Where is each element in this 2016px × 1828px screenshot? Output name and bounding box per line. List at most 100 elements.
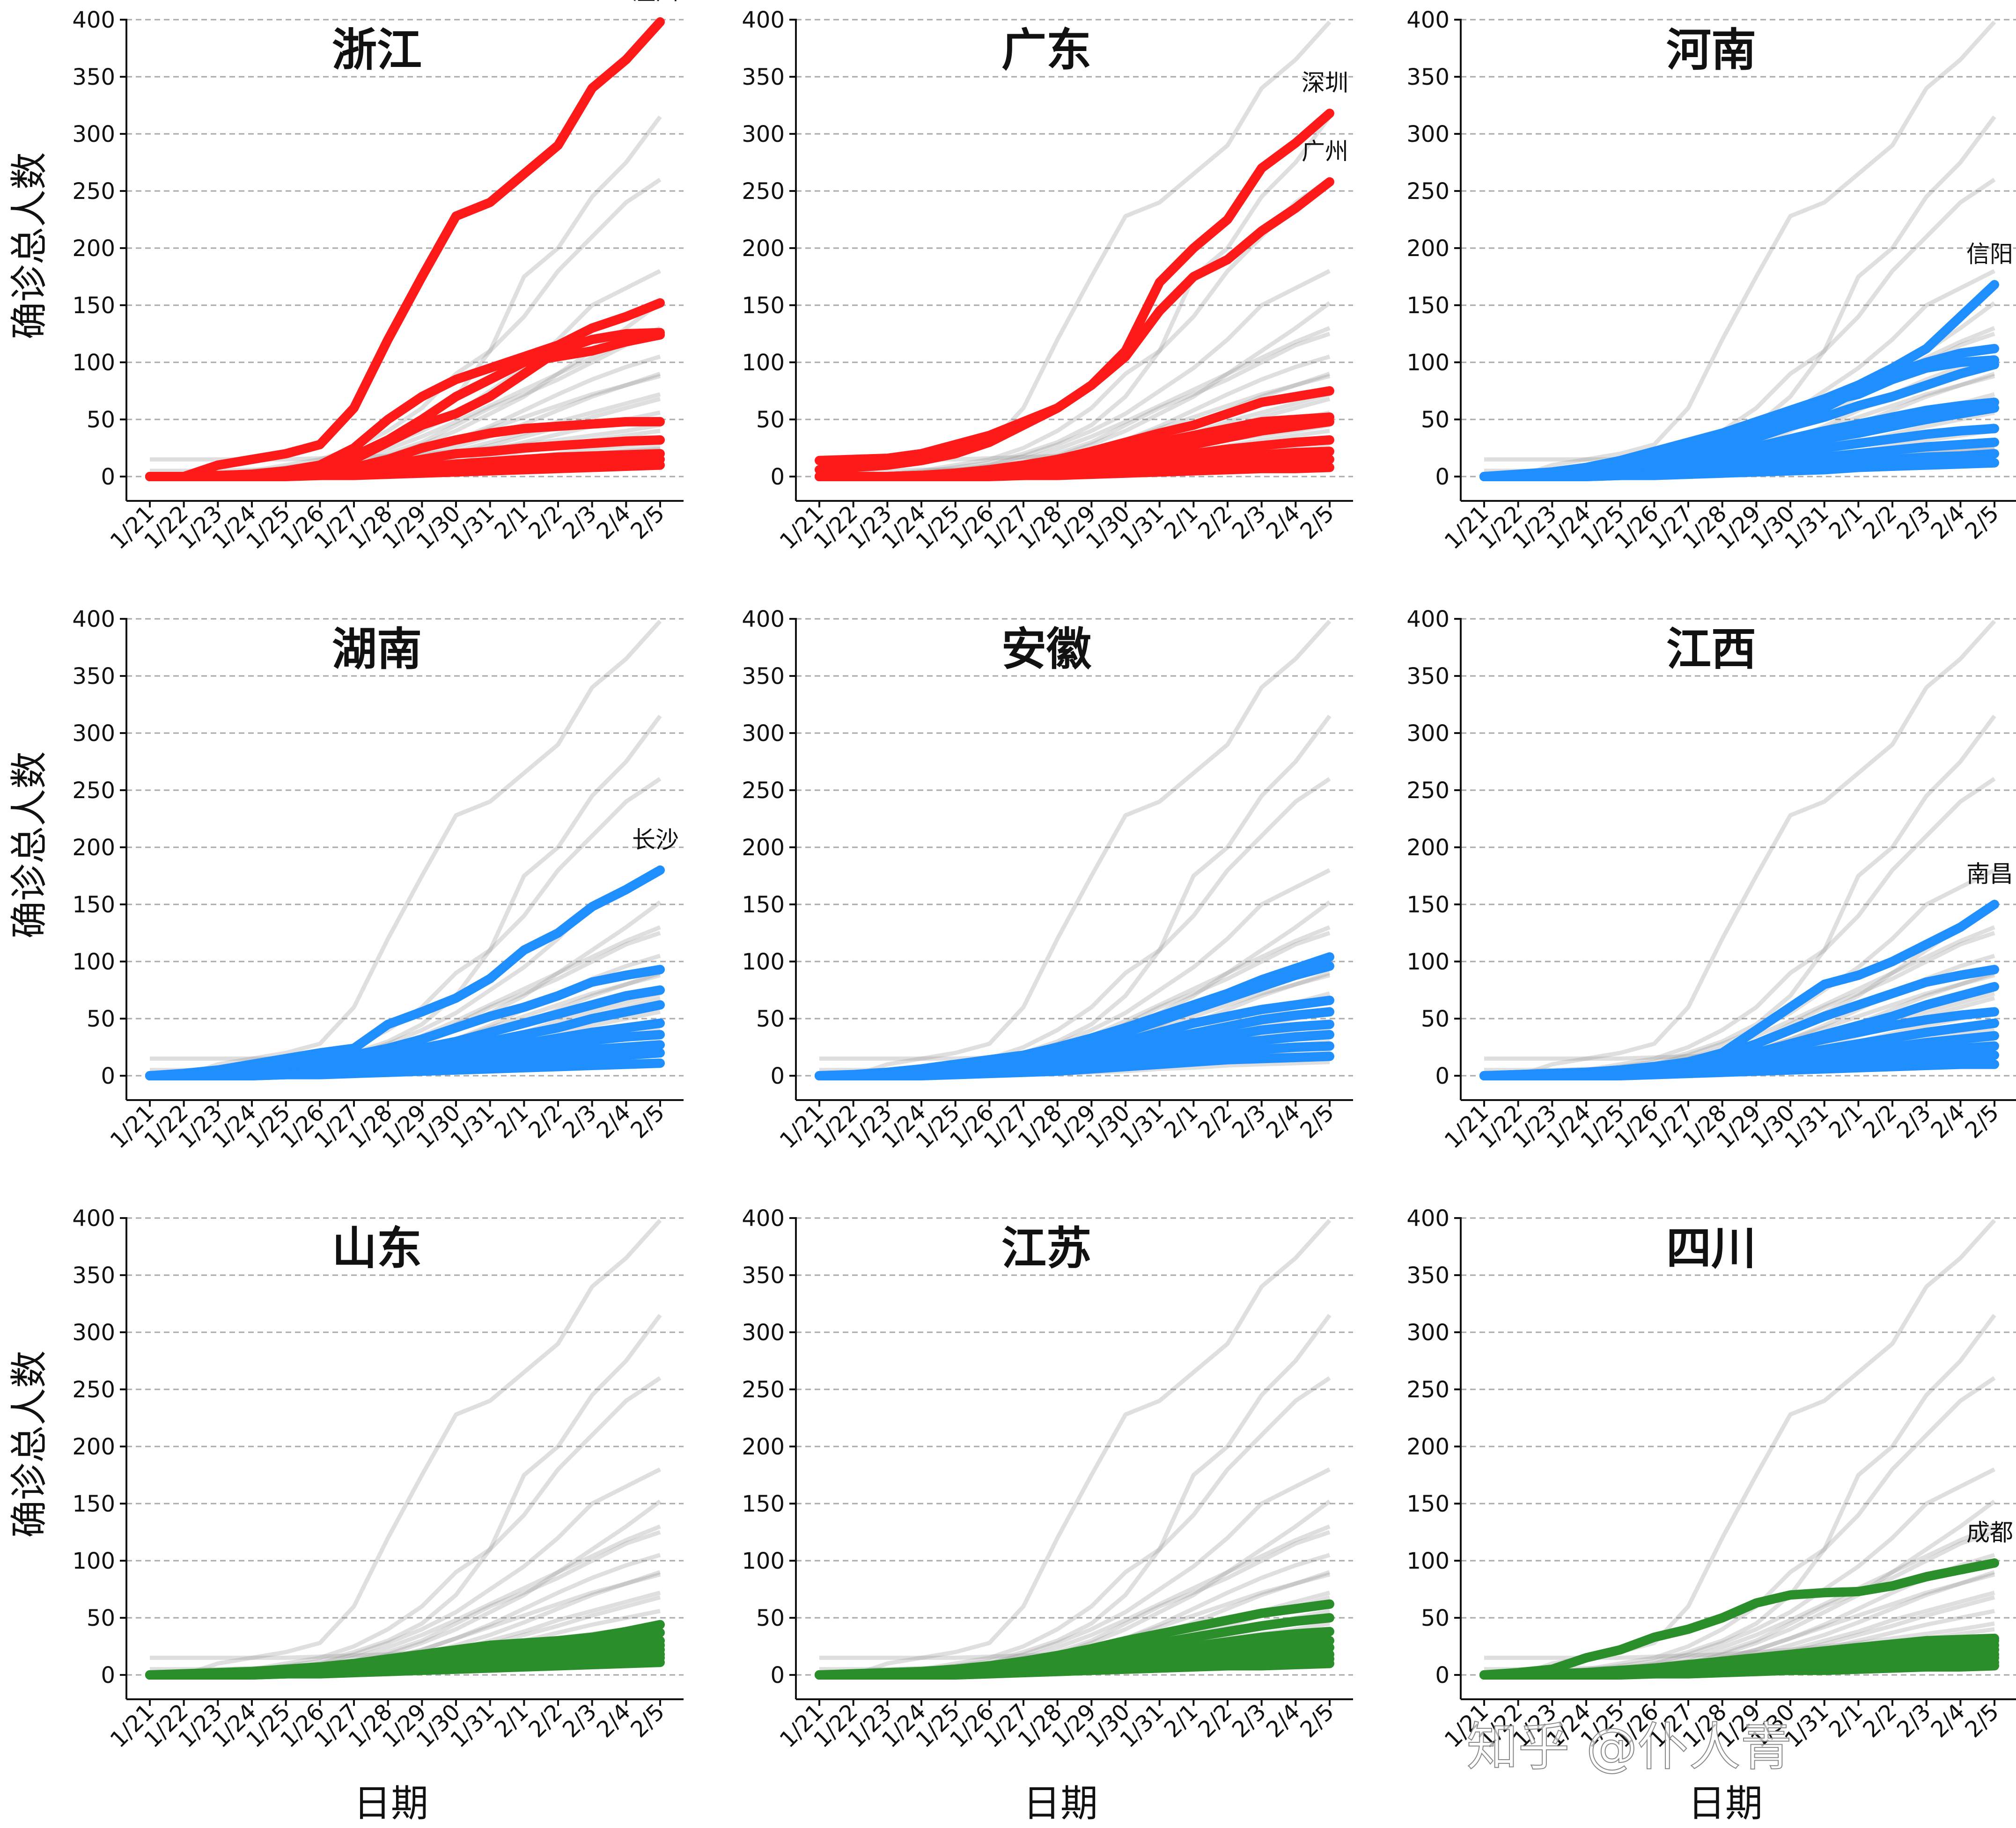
series-line — [145, 1658, 665, 1680]
y-tick-label: 150 — [742, 293, 785, 319]
y-tick-label: 250 — [1406, 178, 1449, 205]
y-tick-label: 200 — [72, 835, 115, 861]
y-tick-label: 0 — [770, 1063, 785, 1089]
background-line — [819, 1314, 1332, 1677]
y-tick-label: 350 — [72, 663, 115, 690]
background-line — [1484, 20, 1996, 479]
highlight-line — [1479, 900, 1999, 1080]
y-tick-label: 400 — [1406, 1205, 1449, 1232]
y-tick-label: 300 — [742, 1320, 785, 1346]
city-annotation: 长沙 — [632, 826, 679, 853]
y-tick-label: 0 — [770, 464, 785, 490]
panel-2: 深圳广州0501001502002503003504001/211/221/23… — [742, 7, 1353, 555]
panel-1: 温州0501001502002503003504001/211/221/231/… — [7, 0, 684, 555]
x-tick-label: 2/5 — [1960, 1100, 2004, 1144]
city-annotation: 成都 — [1966, 1519, 2013, 1546]
y-tick-label: 300 — [72, 720, 115, 747]
y-tick-label: 100 — [742, 1548, 785, 1574]
y-tick-label: 300 — [1406, 121, 1449, 147]
panel-3: 信阳0501001502002503003504001/211/221/231/… — [1406, 7, 2016, 555]
y-tick-label: 0 — [1435, 1063, 1449, 1089]
y-tick-label: 50 — [87, 1006, 115, 1032]
panel-title: 山东 — [332, 1222, 422, 1275]
city-annotation: 南昌 — [1966, 860, 2013, 888]
x-tick-label: 2/5 — [625, 1100, 670, 1144]
y-tick-label: 100 — [1406, 1548, 1449, 1574]
y-tick-label: 50 — [756, 1605, 785, 1631]
x-tick-label: 2/5 — [625, 500, 670, 544]
y-tick-label: 150 — [742, 1491, 785, 1517]
city-annotation: 广州 — [1302, 138, 1348, 165]
panel-9: 成都0501001502002503003504001/211/221/231/… — [1406, 1205, 2016, 1825]
series-line — [1479, 1661, 1999, 1680]
y-tick-label: 250 — [742, 178, 785, 205]
highlight-line — [815, 109, 1334, 465]
y-tick-label: 400 — [742, 7, 785, 33]
y-tick-label: 250 — [1406, 778, 1449, 804]
panel-title: 浙江 — [332, 24, 422, 76]
watermark-text: 知乎 @仆人青 — [1467, 1717, 1792, 1777]
y-tick-label: 200 — [742, 235, 785, 262]
y-tick-label: 150 — [742, 892, 785, 918]
panel-title: 江西 — [1666, 623, 1756, 675]
y-tick-label: 300 — [1406, 720, 1449, 747]
y-tick-label: 350 — [1406, 1263, 1449, 1289]
panel-title: 江苏 — [1001, 1222, 1091, 1275]
x-tick-label: 2/5 — [1960, 500, 2004, 544]
y-tick-label: 250 — [1406, 1377, 1449, 1403]
panel-title: 河南 — [1666, 24, 1756, 76]
x-tick-label: 2/5 — [1295, 1699, 1339, 1743]
highlight-line — [1479, 280, 1999, 481]
series-line — [1479, 458, 1999, 481]
panel-6: 南昌0501001502002503003504001/211/221/231/… — [1406, 606, 2016, 1154]
y-tick-label: 0 — [101, 1662, 115, 1689]
x-tick-label: 2/5 — [1295, 500, 1339, 544]
y-tick-label: 250 — [72, 778, 115, 804]
background-line — [819, 619, 1332, 1078]
series-line — [145, 1058, 665, 1080]
y-tick-label: 50 — [1421, 1006, 1449, 1032]
y-tick-label: 150 — [72, 892, 115, 918]
y-tick-label: 350 — [742, 64, 785, 90]
y-axis-label: 确诊总人数 — [7, 152, 51, 339]
panel-title: 湖南 — [332, 623, 422, 675]
x-tick-label: 2/5 — [1295, 1100, 1339, 1144]
background-line — [819, 1219, 1332, 1677]
y-tick-label: 250 — [742, 1377, 785, 1403]
y-tick-label: 250 — [742, 778, 785, 804]
y-tick-label: 100 — [72, 350, 115, 376]
y-tick-label: 150 — [72, 1491, 115, 1517]
panel-7: 0501001502002503003504001/211/221/231/24… — [7, 1205, 684, 1825]
y-tick-label: 50 — [756, 407, 785, 433]
y-tick-label: 200 — [1406, 835, 1449, 861]
x-tick-label: 2/5 — [625, 1699, 670, 1743]
background-line — [1484, 1621, 1995, 1660]
series-line — [815, 1051, 1334, 1080]
y-tick-label: 350 — [1406, 663, 1449, 690]
y-tick-label: 200 — [1406, 1434, 1449, 1460]
city-annotation: 深圳 — [1302, 69, 1348, 96]
y-axis-label: 确诊总人数 — [7, 1351, 51, 1538]
panel-title: 四川 — [1666, 1222, 1756, 1275]
y-tick-label: 250 — [72, 1377, 115, 1403]
y-tick-label: 50 — [1421, 1605, 1449, 1631]
series-line — [145, 460, 665, 481]
y-tick-label: 100 — [72, 949, 115, 975]
y-tick-label: 100 — [1406, 350, 1449, 376]
y-tick-label: 200 — [72, 235, 115, 262]
y-tick-label: 100 — [742, 949, 785, 975]
y-tick-label: 100 — [742, 350, 785, 376]
y-axis-label: 确诊总人数 — [7, 751, 51, 939]
panel-4: 长沙0501001502002503003504001/211/221/231/… — [7, 606, 684, 1154]
y-tick-label: 150 — [1406, 892, 1449, 918]
x-tick-label: 2/5 — [1960, 1699, 2004, 1743]
highlight-line — [145, 17, 665, 481]
y-tick-label: 300 — [72, 1320, 115, 1346]
y-tick-label: 400 — [72, 7, 115, 33]
city-annotation: 温州 — [632, 0, 679, 5]
y-tick-label: 400 — [1406, 7, 1449, 33]
y-tick-label: 400 — [1406, 606, 1449, 632]
x-axis-label: 日期 — [1023, 1782, 1098, 1825]
x-axis-label: 日期 — [353, 1782, 428, 1825]
